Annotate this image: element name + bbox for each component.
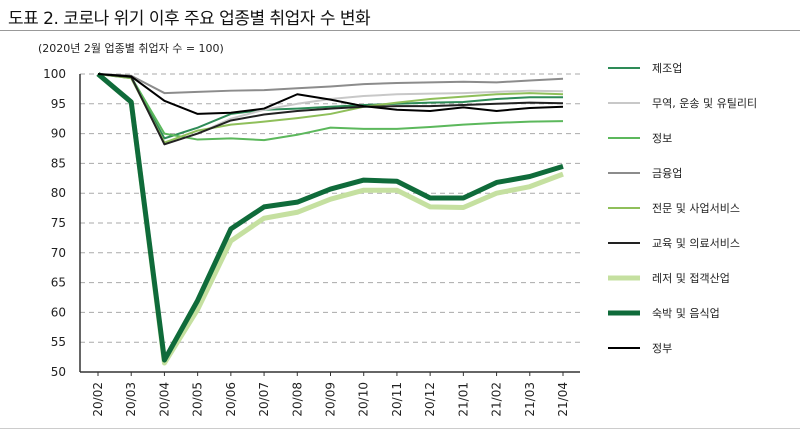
legend-label: 정보	[652, 132, 672, 145]
legend-label: 숙박 및 음식업	[652, 307, 720, 320]
y-tick-label: 100	[43, 67, 66, 81]
legend-label: 교육 및 의료서비스	[652, 237, 740, 250]
series-line	[96, 72, 564, 363]
y-tick-label: 95	[51, 97, 66, 111]
x-tick-label: 20/05	[191, 382, 205, 417]
x-tick-label: 20/07	[257, 382, 271, 417]
series-line	[97, 73, 563, 140]
title-divider	[0, 30, 800, 31]
x-tick-label: 21/02	[490, 382, 504, 417]
series-line	[97, 73, 564, 95]
bottom-divider	[0, 428, 800, 429]
y-tick-label: 75	[51, 216, 66, 230]
x-tick-label: 20/09	[324, 382, 338, 417]
legend-label: 전문 및 사업서비스	[652, 202, 740, 215]
y-tick-label: 65	[51, 276, 66, 290]
y-tick-label: 55	[51, 335, 66, 349]
x-tick-label: 20/11	[390, 382, 404, 417]
legend-label: 금융업	[652, 167, 682, 180]
y-tick-label: 50	[51, 365, 66, 379]
x-tick-label: 20/06	[224, 382, 238, 417]
figure-subtitle: (2020년 2월 업종별 취업자 수 = 100)	[38, 42, 224, 55]
x-tick-label: 21/01	[456, 382, 470, 417]
figure-title: 도표 2. 코로나 위기 이후 주요 업종별 취업자 수 변화	[8, 9, 371, 29]
y-tick-label: 90	[51, 127, 66, 141]
x-tick-label: 20/10	[357, 382, 371, 417]
x-tick-label: 20/04	[157, 382, 171, 417]
y-tick-label: 60	[51, 305, 66, 319]
legend-label: 정부	[652, 342, 672, 355]
x-tick-label: 20/02	[91, 382, 105, 417]
y-tick-label: 85	[51, 156, 66, 170]
series-line	[96, 72, 564, 366]
legend-label: 제조업	[652, 62, 682, 75]
legend-label: 무역, 운송 및 유틸리티	[652, 97, 757, 110]
x-tick-label: 21/03	[523, 382, 537, 417]
x-tick-label: 20/08	[290, 382, 304, 417]
y-tick-label: 70	[51, 246, 66, 260]
x-tick-label: 21/04	[556, 382, 570, 417]
x-tick-label: 20/12	[423, 382, 437, 417]
y-tick-label: 80	[51, 186, 66, 200]
x-tick-label: 20/03	[124, 382, 138, 417]
legend-label: 레저 및 접객산업	[652, 272, 730, 285]
